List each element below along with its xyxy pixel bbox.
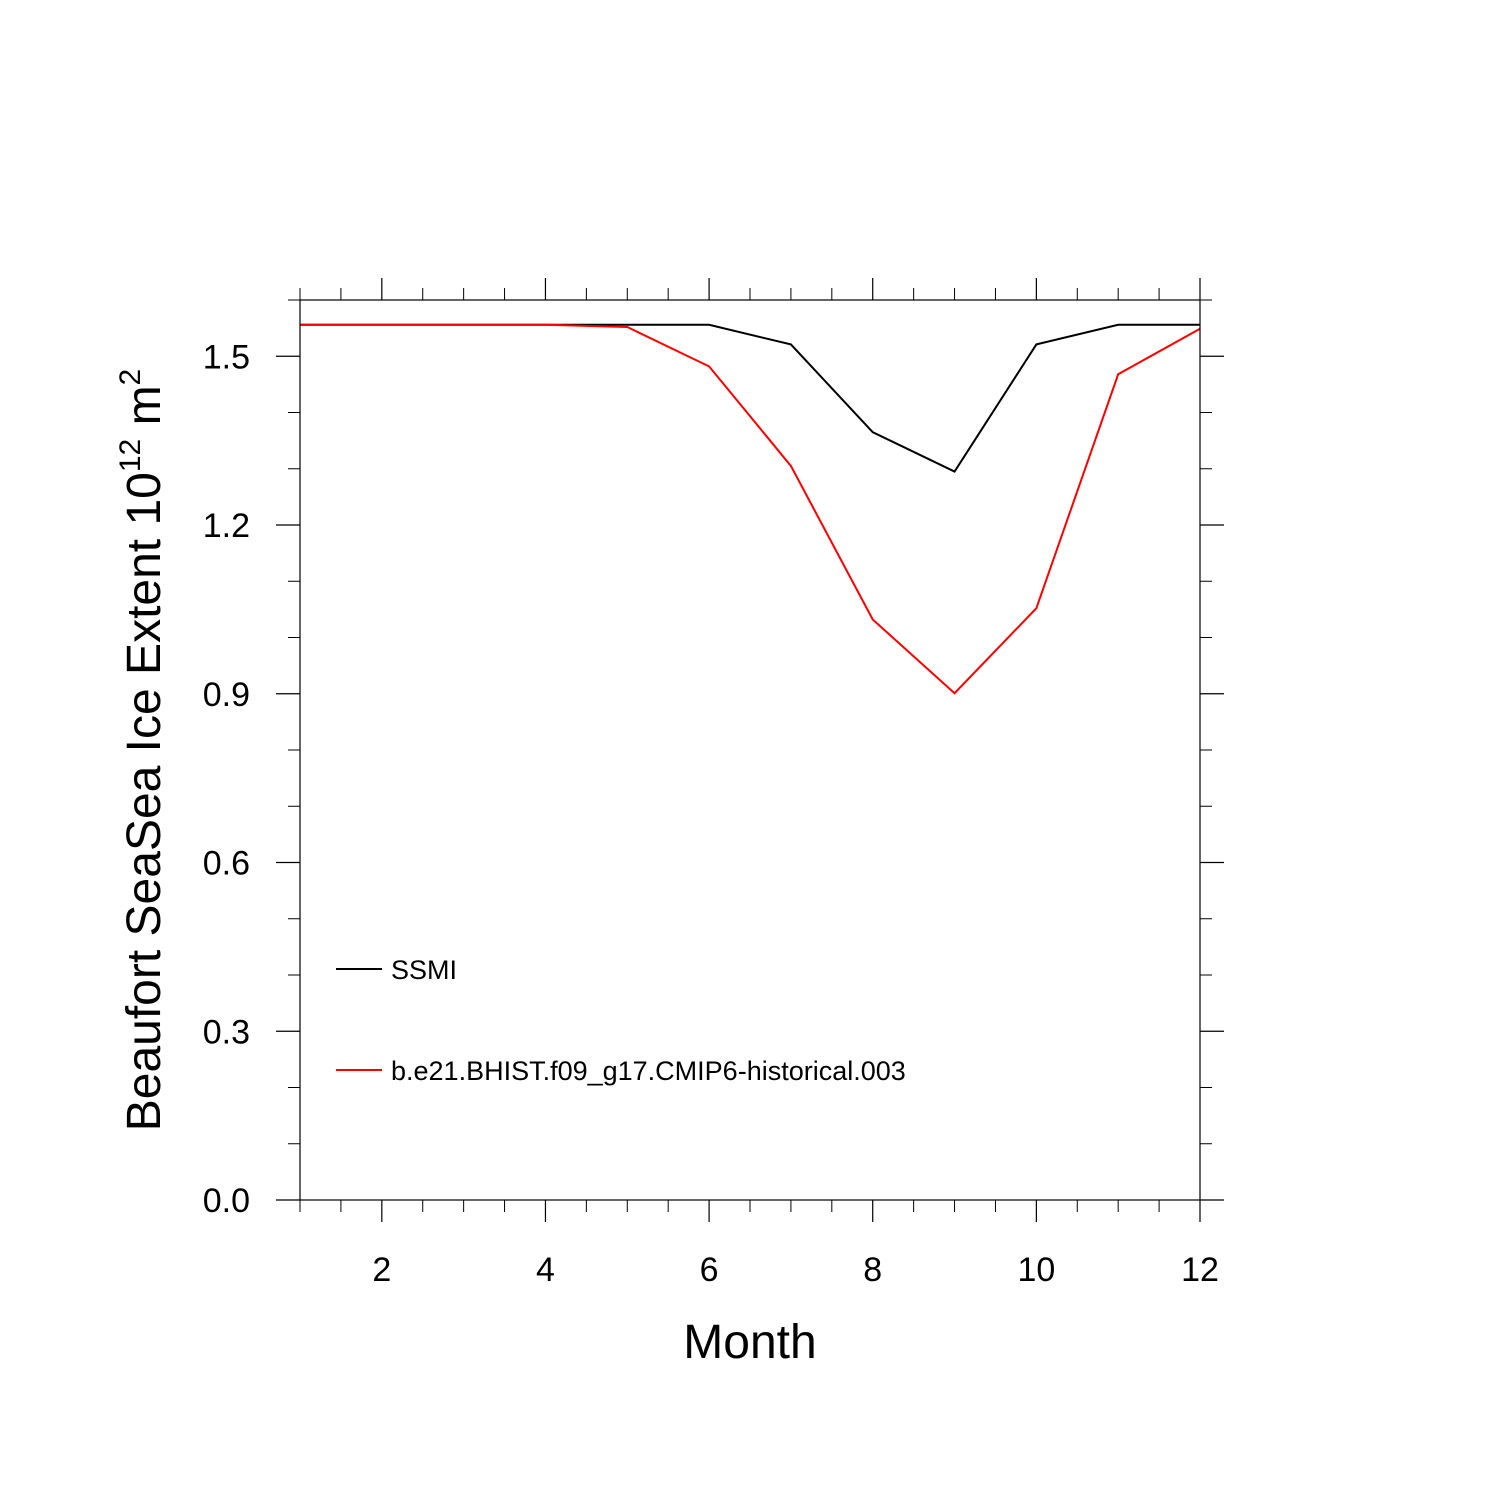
x-tick-label: 2 xyxy=(372,1251,391,1289)
legend: SSMI b.e21.BHIST.f09_g17.CMIP6-historica… xyxy=(336,955,906,1086)
y-tick-label: 0.6 xyxy=(203,845,250,883)
y-axis-title-unit: m xyxy=(118,385,171,438)
y-tick-label: 0.9 xyxy=(203,676,250,714)
legend-label-ssmi: SSMI xyxy=(391,955,457,985)
series-line-1 xyxy=(300,323,1201,695)
x-tick-label: 4 xyxy=(536,1251,555,1289)
y-tick-label: 1.2 xyxy=(203,507,250,545)
x-tick-label: 10 xyxy=(1017,1251,1055,1289)
y-tick-label: 0.0 xyxy=(203,1182,250,1220)
y-axis-title-exponent-2: 2 xyxy=(114,369,147,386)
minor-ticks xyxy=(288,288,1212,1212)
tick-labels: 2 4 6 8 10 12 0.0 0.3 0.6 0.9 1.2 1.5 xyxy=(203,338,1219,1289)
plot-frame xyxy=(299,299,1201,1201)
y-axis-title: Beaufort SeaSea Ice Extent 1012 m2 xyxy=(114,369,171,1132)
x-axis-title: Month xyxy=(683,1316,816,1369)
y-axis-title-exponent-1: 12 xyxy=(114,439,147,472)
x-tick-label: 12 xyxy=(1181,1251,1219,1289)
x-tick-label: 8 xyxy=(863,1251,882,1289)
y-tick-label: 0.3 xyxy=(203,1013,250,1051)
x-tick-label: 6 xyxy=(700,1251,719,1289)
series-lines xyxy=(300,323,1201,695)
y-tick-label: 1.5 xyxy=(203,338,250,376)
major-ticks xyxy=(276,278,1224,1222)
y-axis-title-main: Beaufort SeaSea Ice Extent 10 xyxy=(118,472,171,1131)
series-line-0 xyxy=(300,323,1200,473)
legend-label-model: b.e21.BHIST.f09_g17.CMIP6-historical.003 xyxy=(391,1056,906,1086)
